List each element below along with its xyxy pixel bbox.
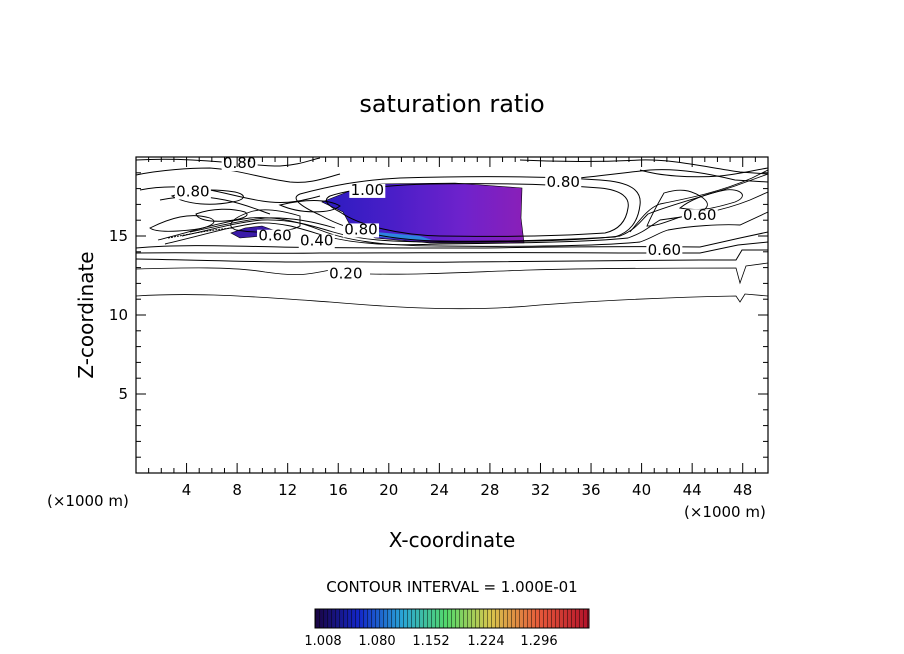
contour-label-bg (257, 229, 294, 244)
contour-label: 0.20 (329, 265, 362, 283)
colorbar-label: 1.152 (412, 634, 449, 649)
contour-label-bg (221, 157, 258, 172)
x-tick-label: 8 (232, 481, 242, 499)
contour-label: 0.80 (176, 183, 209, 201)
y-tick-label: 15 (109, 227, 128, 245)
colorbar-label: 1.080 (358, 634, 395, 649)
x-tick-label: 16 (329, 481, 348, 499)
contour-interval-label: CONTOUR INTERVAL = 1.000E-01 (326, 578, 577, 596)
x-tick-label: 32 (531, 481, 550, 499)
x-tick-label: 12 (278, 481, 297, 499)
contour-label: 1.00 (351, 181, 384, 199)
contour-label-bg (681, 209, 718, 224)
x-tick-label: 48 (733, 481, 752, 499)
contour-line-020 (136, 262, 768, 285)
contour-label: 0.60 (683, 206, 716, 224)
y-axis-title: Z-coordinate (74, 251, 98, 378)
x-tick-label: 44 (683, 481, 702, 499)
y-tick-label: 10 (109, 306, 128, 324)
chart-title: saturation ratio (359, 90, 544, 118)
colorbar-label: 1.224 (467, 634, 504, 649)
x-tick-label: 40 (632, 481, 651, 499)
contour-label-bg (342, 223, 379, 238)
contour-labels: 0.800.80 1.00 0.800.60 0.400.800.600.600.20 (174, 154, 718, 283)
colorbar: 1.008 1.080 1.152 1.224 1.296 (304, 608, 590, 649)
contour-label: 0.80 (223, 154, 256, 172)
contour-label: 0.60 (648, 241, 681, 259)
contour-field (136, 157, 768, 310)
contour-label-bg (327, 267, 364, 282)
x-tick-label: 36 (581, 481, 600, 499)
colorbar-label: 1.296 (520, 634, 557, 649)
y-tick-label: 5 (118, 385, 128, 403)
contour-label-bg (646, 243, 683, 258)
contour-label-bg (174, 185, 211, 200)
contour-label-bg (545, 176, 582, 191)
z-unit-label: (×1000 m) (684, 503, 766, 521)
contour-label: 0.40 (300, 231, 333, 249)
x-tick-label: 20 (379, 481, 398, 499)
x-tick-label: 4 (182, 481, 192, 499)
contour-line-low (136, 293, 768, 310)
colorbar-label: 1.008 (304, 634, 341, 649)
contour-label-bg (298, 234, 335, 249)
x-unit-label: (×1000 m) (47, 492, 129, 510)
contour-label-bg (349, 183, 386, 198)
contour-label: 0.80 (344, 220, 377, 238)
contour-label: 0.80 (547, 173, 580, 191)
x-axis-title: X-coordinate (389, 528, 516, 552)
contour-label: 0.60 (258, 227, 291, 245)
x-tick-label: 24 (430, 481, 449, 499)
x-tick-label: 28 (480, 481, 499, 499)
